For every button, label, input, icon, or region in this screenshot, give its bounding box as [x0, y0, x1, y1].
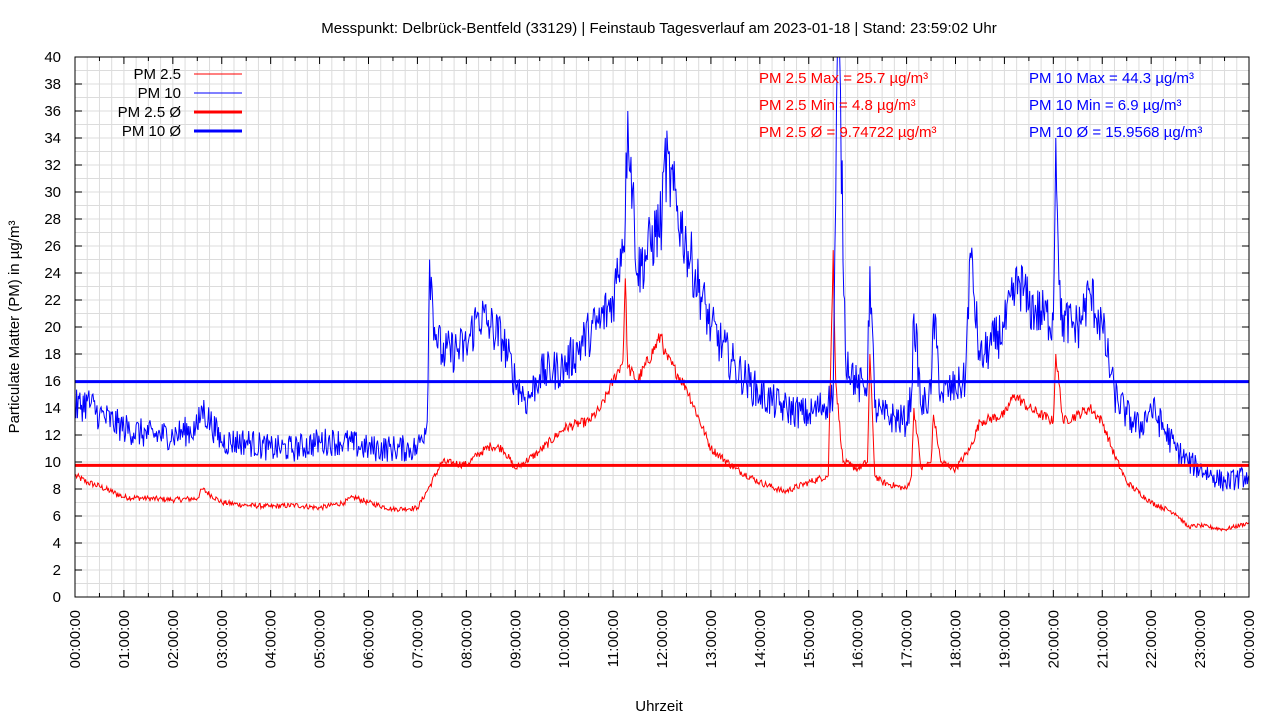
- y-tick-label: 2: [53, 562, 61, 579]
- x-tick-label: 18:00:00: [948, 610, 965, 668]
- legend-label: PM 10 Ø: [122, 123, 182, 140]
- stats-annotations: PM 2.5 Max = 25.7 µg/m³ PM 2.5 Min = 4.8 …: [759, 70, 1202, 141]
- x-axis-label: Uhrzeit: [635, 698, 683, 715]
- y-tick-label: 34: [44, 130, 61, 147]
- y-tick-label: 12: [44, 427, 61, 444]
- stat-pm10-text: PM 10 Ø = 15.9568 µg/m³: [1029, 124, 1202, 141]
- series-pm10-line: [74, 56, 1250, 492]
- y-tick-label: 28: [44, 211, 61, 228]
- y-tick-label: 36: [44, 103, 61, 120]
- y-tick-label: 38: [44, 76, 61, 93]
- x-tick-label: 09:00:00: [507, 610, 524, 668]
- x-tick-label: 23:00:00: [1192, 610, 1209, 668]
- x-tick-label: 16:00:00: [850, 610, 867, 668]
- series-lines: [74, 56, 1250, 532]
- x-tick-label: 03:00:00: [214, 610, 231, 668]
- legend-label: PM 10: [138, 85, 181, 102]
- x-tick-label: 12:00:00: [654, 610, 671, 668]
- legend-label: PM 2.5: [133, 66, 181, 83]
- x-tick-label: 15:00:00: [801, 610, 818, 668]
- x-tick-label: 04:00:00: [263, 610, 280, 668]
- x-tick-label: 01:00:00: [116, 610, 133, 668]
- x-tick-label: 11:00:00: [605, 610, 622, 667]
- y-tick-label: 8: [53, 481, 61, 498]
- x-tick-label: 17:00:00: [899, 610, 916, 668]
- stat-pm10-text: PM 10 Max = 44.3 µg/m³: [1029, 70, 1194, 87]
- x-tick-label: 00:00:00: [67, 610, 84, 668]
- y-tick-label: 0: [53, 589, 61, 606]
- y-tick-label: 22: [44, 292, 61, 309]
- stat-pm25-text: PM 2.5 Ø = 9.74722 µg/m³: [759, 124, 936, 141]
- x-tick-label: 02:00:00: [165, 610, 182, 668]
- y-tick-label: 18: [44, 346, 61, 363]
- y-tick-label: 4: [53, 535, 61, 552]
- chart-title: Messpunkt: Delbrück-Bentfeld (33129) | F…: [321, 20, 996, 37]
- x-tick-label: 22:00:00: [1143, 610, 1160, 668]
- legend-label: PM 2.5 Ø: [118, 104, 182, 121]
- y-tick-label: 40: [44, 49, 61, 66]
- x-tick-label: 05:00:00: [312, 610, 329, 668]
- y-tick-label: 6: [53, 508, 61, 525]
- average-lines: [75, 380, 1249, 467]
- y-tick-label: 24: [44, 265, 61, 282]
- x-tick-label: 10:00:00: [556, 610, 573, 668]
- stat-pm25-text: PM 2.5 Min = 4.8 µg/m³: [759, 97, 916, 114]
- legend: PM 2.5 PM 10 PM 2.5 Ø PM 10 Ø: [118, 66, 242, 140]
- x-axis-ticks: 00:00:00 01:00:00 02:00:00 03:00:00 04:00:00…: [67, 57, 1258, 668]
- y-tick-label: 26: [44, 238, 61, 255]
- x-tick-label: 21:00:00: [1094, 610, 1111, 668]
- y-tick-label: 10: [44, 454, 61, 471]
- x-tick-label: 07:00:00: [409, 610, 426, 668]
- x-tick-label: 00:00:00: [1241, 610, 1258, 668]
- y-tick-label: 32: [44, 157, 61, 174]
- y-tick-label: 30: [44, 184, 61, 201]
- x-tick-label: 14:00:00: [752, 610, 769, 668]
- stat-pm10-text: PM 10 Min = 6.9 µg/m³: [1029, 97, 1181, 114]
- y-tick-label: 14: [44, 400, 61, 417]
- x-tick-label: 20:00:00: [1045, 610, 1062, 668]
- y-tick-label: 16: [44, 373, 61, 390]
- stat-pm25-text: PM 2.5 Max = 25.7 µg/m³: [759, 70, 928, 87]
- x-tick-label: 19:00:00: [996, 610, 1013, 668]
- series-pm25-line: [74, 250, 1250, 532]
- y-tick-label: 20: [44, 319, 61, 336]
- x-tick-label: 08:00:00: [458, 610, 475, 668]
- y-axis-label: Particulate Matter (PM) in µg/m³: [6, 221, 23, 434]
- plot-frame: [74, 56, 1250, 598]
- x-tick-label: 06:00:00: [361, 610, 378, 668]
- x-tick-label: 13:00:00: [703, 610, 720, 668]
